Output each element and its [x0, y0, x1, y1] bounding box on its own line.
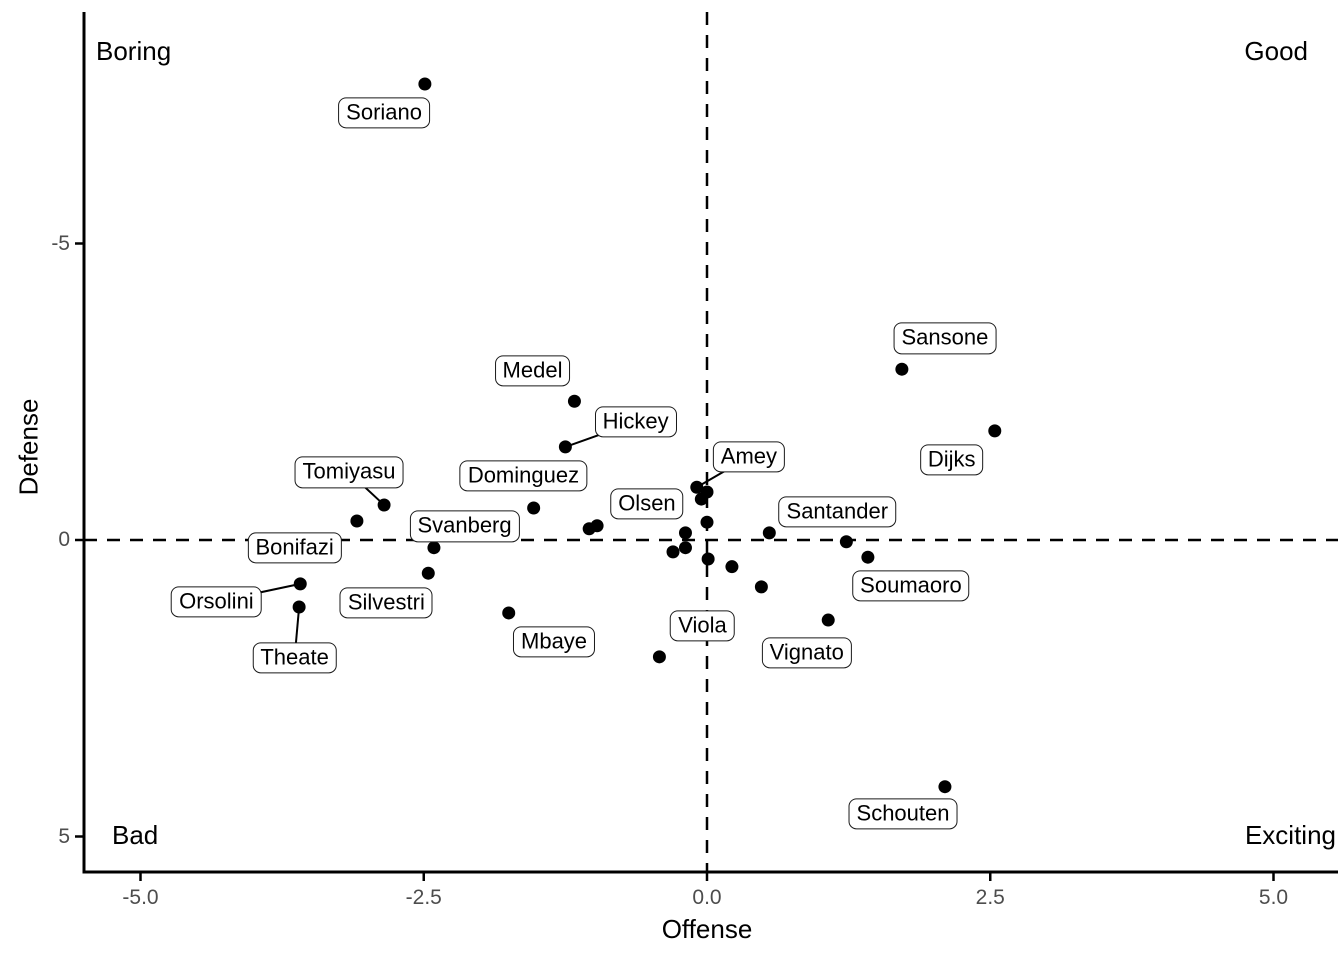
label-leader-line: [696, 456, 750, 489]
quadrant-annotation-good: Good: [1244, 36, 1308, 66]
data-point-soumaoro: [861, 550, 875, 564]
data-point-soriano: [418, 77, 432, 91]
data-point: [700, 515, 714, 529]
quadrant-annotation-bad: Bad: [112, 820, 159, 850]
data-point: [839, 535, 853, 549]
data-point-dijks: [988, 424, 1002, 438]
quadrant-annotation-exciting: Exciting: [1244, 820, 1336, 850]
label-leader-line: [293, 606, 301, 659]
data-point: [701, 552, 715, 566]
data-point-hickey: [558, 440, 572, 454]
data-point-svanberg: [427, 541, 441, 555]
label-leader-line: [565, 421, 636, 448]
label-leader-line: [216, 582, 301, 603]
label-leader-line: [348, 471, 385, 506]
data-point-vignato: [821, 613, 835, 627]
data-point-medel: [567, 394, 581, 408]
data-point-amey: [690, 480, 704, 494]
data-point-dominguez: [527, 501, 541, 515]
data-point-viola: [652, 650, 666, 664]
data-point-silvestri: [421, 566, 435, 580]
data-point-sansone: [895, 362, 909, 376]
data-point-schouten: [938, 780, 952, 794]
data-point: [666, 545, 680, 559]
data-point: [694, 492, 708, 506]
data-point-mbaye: [502, 606, 516, 620]
data-point-orsolini: [293, 577, 307, 591]
data-point: [590, 519, 604, 533]
x-axis-title: Offense: [661, 914, 753, 944]
data-point: [725, 560, 739, 574]
data-point: [754, 580, 768, 594]
data-point-theate: [292, 600, 306, 614]
data-point-bonifazi: [350, 514, 364, 528]
quadrant-annotation-boring: Boring: [96, 36, 172, 66]
data-point: [678, 541, 692, 555]
data-point-tomiyasu: [377, 498, 391, 512]
y-axis-title: Defense: [13, 398, 44, 496]
data-point-santander: [762, 526, 776, 540]
data-point-olsen: [678, 526, 692, 540]
